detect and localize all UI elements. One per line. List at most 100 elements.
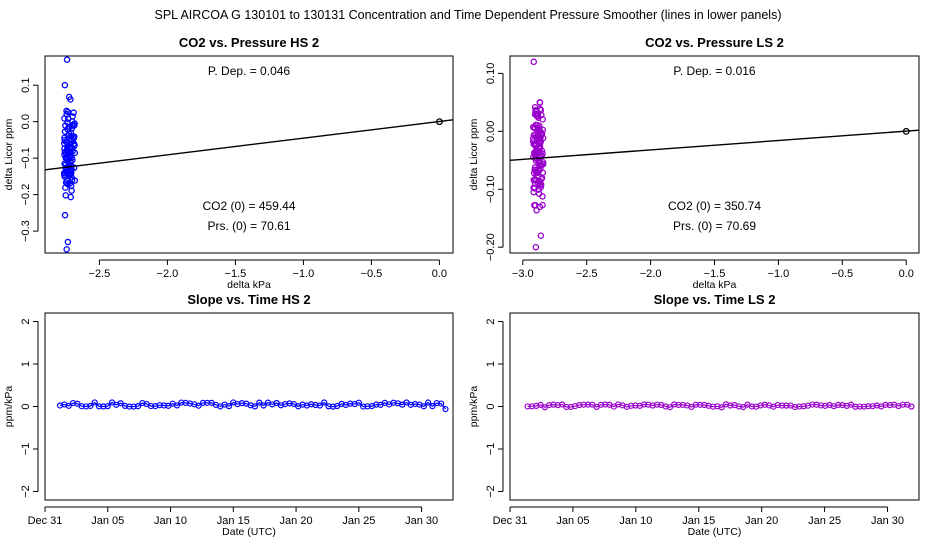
- data-point: [531, 104, 539, 111]
- data-point: [147, 402, 155, 410]
- scatter-points: [529, 58, 547, 251]
- x-tick-label: Dec 31: [493, 515, 528, 527]
- y-tick-label: −0.10: [485, 175, 497, 203]
- data-point: [653, 401, 661, 408]
- y-axis: −0.20 −0.10 0.00 0.10 delta Licor ppm: [468, 63, 504, 261]
- data-point: [865, 403, 872, 410]
- x-axis: Dec 31 Jan 05 Jan 10 Jan 15 Jan 20 Jan 25 Jan …: [493, 506, 904, 538]
- data-point: [100, 403, 107, 410]
- data-point: [64, 125, 71, 133]
- chart-title: CO2 vs. Pressure LS 2: [645, 35, 784, 50]
- x-tick-label: Jan 10: [154, 515, 187, 527]
- data-point: [761, 401, 768, 408]
- data-point: [329, 403, 336, 410]
- data-point: [537, 232, 545, 239]
- data-point: [390, 399, 397, 406]
- y-axis: −2 −1 0 1 2 ppm/kPa: [468, 318, 504, 498]
- data-point: [783, 402, 790, 409]
- y-tick-label: 0.0: [20, 114, 32, 129]
- data-point: [524, 403, 531, 410]
- y-tick-label: 0: [20, 403, 32, 409]
- data-point: [438, 400, 445, 407]
- data-point: [420, 403, 427, 410]
- data-point: [68, 176, 76, 184]
- data-point: [791, 403, 799, 411]
- data-point: [316, 402, 323, 409]
- plot-area: [510, 58, 919, 251]
- data-point: [692, 401, 699, 408]
- data-point: [666, 404, 674, 411]
- x-tick-label: 0.0: [432, 268, 447, 280]
- x-tick-label: Jan 15: [217, 515, 250, 527]
- data-point: [748, 403, 755, 410]
- data-point: [160, 402, 168, 409]
- data-point: [61, 134, 68, 142]
- x-tick-label: −2.5: [89, 268, 111, 280]
- data-point: [536, 142, 544, 150]
- panel-p3: Slope vs. Time HS 2 Dec 31 Jan 05 Jan 10 Jan…: [3, 292, 454, 538]
- data-point: [65, 402, 72, 409]
- data-point: [360, 403, 367, 410]
- data-point: [860, 403, 868, 410]
- pressure-intercept-label: Prs. (0) = 70.69: [673, 219, 756, 233]
- data-point: [535, 190, 543, 197]
- data-point: [61, 115, 68, 122]
- data-point: [675, 401, 682, 409]
- x-tick-label: Jan 20: [280, 515, 313, 527]
- y-axis-label: delta Licor ppm: [468, 118, 480, 190]
- figure-suptitle: SPL AIRCOA G 130101 to 130131 Concentrat…: [155, 8, 782, 22]
- data-point: [66, 171, 73, 179]
- x-tick-label: −2.5: [576, 268, 598, 280]
- data-point: [347, 400, 354, 407]
- data-point: [63, 56, 71, 63]
- data-point: [886, 402, 893, 409]
- x-tick-label: −1.5: [225, 268, 247, 280]
- data-point: [412, 400, 419, 408]
- data-point: [82, 403, 90, 410]
- data-point: [61, 81, 69, 89]
- chart-title: Slope vs. Time HS 2: [187, 292, 310, 307]
- data-point: [70, 109, 77, 116]
- data-point: [817, 402, 824, 409]
- data-point: [671, 401, 678, 408]
- data-point: [204, 399, 211, 406]
- y-tick-label: 0.1: [20, 78, 32, 93]
- pressure-dependence-label: P. Dep. = 0.046: [208, 64, 291, 78]
- data-point: [899, 401, 906, 408]
- data-point: [321, 399, 328, 406]
- y-tick-label: −2: [20, 485, 32, 498]
- pressure-dependence-label: P. Dep. = 0.016: [673, 64, 756, 78]
- data-point: [195, 402, 202, 409]
- x-tick-label: Jan 25: [342, 515, 375, 527]
- y-tick-label: 0: [485, 403, 497, 409]
- data-point: [251, 403, 259, 410]
- y-tick-label: −0.20: [485, 233, 497, 261]
- data-point: [546, 402, 553, 409]
- data-point: [67, 193, 74, 201]
- x-tick-label: −1.5: [704, 268, 726, 280]
- data-point: [95, 403, 103, 410]
- data-point: [531, 202, 538, 209]
- y-tick-label: 2: [20, 318, 32, 324]
- data-point: [130, 403, 137, 410]
- data-point: [535, 122, 543, 129]
- data-point: [530, 188, 537, 196]
- data-point: [364, 403, 371, 410]
- data-point: [800, 403, 807, 410]
- x-tick-label: −1.0: [293, 268, 315, 280]
- data-point: [778, 402, 786, 409]
- panel-p2: CO2 vs. Pressure LS 2 −3.0 −2.5 −2.0 −1.5 −1.…: [468, 35, 920, 291]
- data-point: [856, 403, 863, 410]
- data-point: [882, 401, 889, 408]
- data-point: [554, 402, 561, 409]
- data-point: [532, 243, 540, 251]
- data-point: [835, 401, 842, 409]
- data-point: [64, 119, 71, 126]
- intercept-point: [435, 118, 443, 126]
- data-point: [530, 124, 537, 131]
- data-point: [580, 401, 587, 408]
- x-tick-label: Jan 05: [556, 515, 589, 527]
- y-tick-label: 1: [20, 361, 32, 367]
- data-point: [709, 403, 717, 410]
